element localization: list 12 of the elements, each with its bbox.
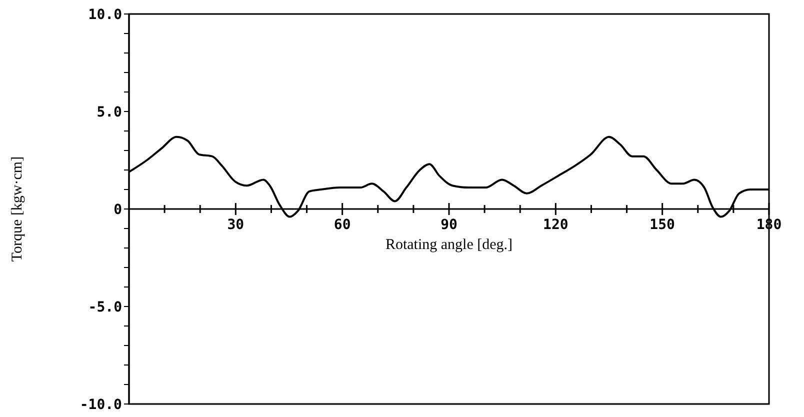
x-axis-title: Rotating angle [deg.]: [385, 237, 513, 253]
y-tick-label: 0: [114, 202, 122, 218]
x-tick-label: 90: [440, 217, 458, 233]
y-tick-label: 10.0: [88, 6, 122, 23]
y-axis-title: Torque [kgw·cm]: [9, 156, 26, 262]
x-tick-label: 120: [543, 217, 568, 233]
y-tick-label: 5.0: [96, 104, 122, 120]
y-tick-label: -5.0: [88, 299, 122, 316]
x-tick-label: 150: [650, 217, 675, 233]
x-tick-label: 30: [227, 217, 244, 233]
y-tick-label: -10.0: [80, 396, 122, 413]
x-tick-label: 60: [334, 217, 351, 233]
